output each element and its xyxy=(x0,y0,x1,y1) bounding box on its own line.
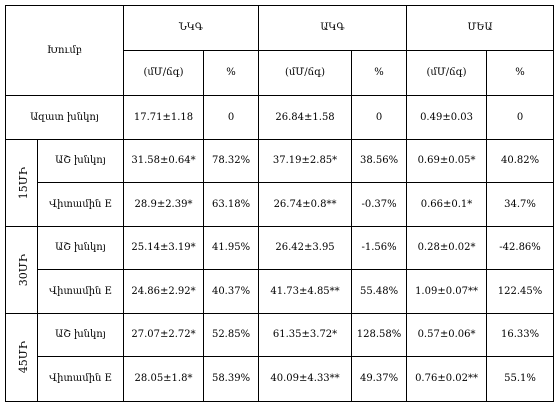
value-cell: 55.48% xyxy=(351,269,408,314)
table-row: Վիտամին E 24.86±2.92* 40.37% 41.73±4.85*… xyxy=(6,269,555,314)
value-cell: 28.05±1.8* xyxy=(123,356,205,402)
header-row: Խումբ ՆԿԳ ԱԿԳ ՄԵԱ xyxy=(4,5,555,96)
value-cell: 17.71±1.18 xyxy=(123,95,205,140)
row-label: ԱՇ խնկոյ xyxy=(36,313,125,357)
value-cell: 40.09±4.33** xyxy=(258,356,353,402)
value-cell: 0.69±0.05* xyxy=(406,139,488,183)
time-label-45: 45ՄԻ xyxy=(5,313,38,402)
units-row: (մՄ/ճգ) % (մՄ/ճգ) % (մՄ/ճգ) % xyxy=(6,50,555,96)
table-row: 45ՄԻ ԱՇ խնկոյ 27.07±2.72* 52.85% 61.35±3… xyxy=(5,313,555,402)
table-row: Վիտամին E 28.9±2.39* 63.18% 26.74±0.8** … xyxy=(6,182,555,227)
value-cell: 24.86±2.92* xyxy=(123,269,205,314)
unit-cell: (մՄ/ճգ) xyxy=(258,50,353,96)
value-cell: 41.73±4.85** xyxy=(258,269,353,314)
value-cell: 16.33% xyxy=(486,313,555,357)
row-label: Վիտամին E xyxy=(36,356,125,402)
value-cell: 26.84±1.58 xyxy=(258,95,353,140)
value-cell: 28.9±2.39* xyxy=(123,182,205,227)
time-label-30: 30ՄԻ xyxy=(5,226,38,314)
table-row: 15ՄԻ ԱՇ խնկոյ 31.58±0.64* 78.32% 37.19±2… xyxy=(5,139,555,227)
value-cell: -1.56% xyxy=(351,226,408,270)
value-cell: 0 xyxy=(351,95,408,140)
value-cell: 38.56% xyxy=(351,139,408,183)
unit-cell: (մՄ/ճգ) xyxy=(123,50,205,96)
value-cell: -42.86% xyxy=(486,226,555,270)
table-row: 30ՄԻ ԱՇ խնկոյ 25.14±3.19* 41.95% 26.42±3… xyxy=(5,226,555,314)
unit-cell: (մՄ/ճգ) xyxy=(406,50,488,96)
value-cell: 37.19±2.85* xyxy=(258,139,353,183)
control-label: Ազատ խնկոյ xyxy=(4,95,125,140)
value-cell: 1.09±0.07** xyxy=(406,269,488,314)
row-label: ԱՇ խնկոյ xyxy=(36,226,125,270)
value-cell: 41.95% xyxy=(203,226,260,270)
col-header-akg: ԱԿԳ xyxy=(258,5,408,51)
value-cell: -0.37% xyxy=(351,182,408,227)
value-cell: 40.82% xyxy=(486,139,555,183)
value-cell: 128.58% xyxy=(351,313,408,357)
value-cell: 40.37% xyxy=(203,269,260,314)
unit-cell: % xyxy=(351,50,408,96)
value-cell: 0.28±0.02* xyxy=(406,226,488,270)
value-cell: 58.39% xyxy=(203,356,260,402)
value-cell: 26.42±3.95 xyxy=(258,226,353,270)
value-cell: 0.76±0.02** xyxy=(406,356,488,402)
row-label: Վիտամին E xyxy=(36,269,125,314)
value-cell: 25.14±3.19* xyxy=(123,226,205,270)
value-cell: 55.1% xyxy=(486,356,555,402)
group-header: Խումբ xyxy=(4,5,125,96)
value-cell: 0.66±0.1* xyxy=(406,182,488,227)
value-cell: 52.85% xyxy=(203,313,260,357)
value-cell: 122.45% xyxy=(486,269,555,314)
value-cell: 31.58±0.64* xyxy=(123,139,205,183)
value-cell: 0.57±0.06* xyxy=(406,313,488,357)
col-header-nkg: ՆԿԳ xyxy=(123,5,260,51)
unit-cell: % xyxy=(203,50,260,96)
value-cell: 27.07±2.72* xyxy=(123,313,205,357)
time-label-15: 15ՄԻ xyxy=(5,139,38,227)
value-cell: 34.7% xyxy=(486,182,555,227)
value-cell: 63.18% xyxy=(203,182,260,227)
unit-cell: % xyxy=(486,50,555,96)
control-row: Ազատ խնկոյ 17.71±1.18 0 26.84±1.58 0 0.4… xyxy=(4,95,555,140)
table-row: Վիտամին E 28.05±1.8* 58.39% 40.09±4.33**… xyxy=(6,356,555,402)
value-cell: 0.49±0.03 xyxy=(406,95,488,140)
results-table: Խումբ ՆԿԳ ԱԿԳ ՄԵԱ (մՄ/ճգ) % (մՄ/ճգ) % (մ… xyxy=(4,5,555,402)
value-cell: 61.35±3.72* xyxy=(258,313,353,357)
value-cell: 0 xyxy=(203,95,260,140)
row-label: ԱՇ խնկոյ xyxy=(36,139,125,183)
value-cell: 49.37% xyxy=(351,356,408,402)
value-cell: 26.74±0.8** xyxy=(258,182,353,227)
value-cell: 0 xyxy=(486,95,555,140)
col-header-mea: ՄԵԱ xyxy=(406,5,555,51)
value-cell: 78.32% xyxy=(203,139,260,183)
row-label: Վիտամին E xyxy=(36,182,125,227)
